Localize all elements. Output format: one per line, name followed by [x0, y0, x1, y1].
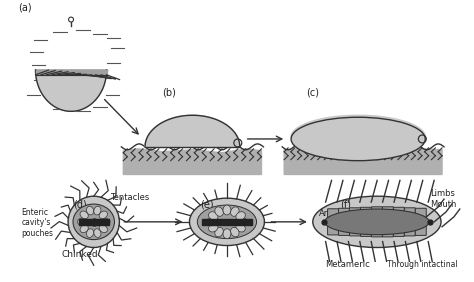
Text: Mouth: Mouth: [430, 200, 456, 209]
FancyBboxPatch shape: [349, 208, 361, 236]
Ellipse shape: [94, 206, 101, 215]
Ellipse shape: [206, 218, 216, 226]
Ellipse shape: [215, 227, 223, 237]
Text: Limbs: Limbs: [430, 189, 455, 198]
Polygon shape: [202, 219, 252, 225]
Ellipse shape: [190, 198, 264, 246]
Ellipse shape: [77, 218, 86, 225]
Text: Chinked: Chinked: [61, 250, 98, 259]
Ellipse shape: [236, 224, 246, 232]
FancyBboxPatch shape: [415, 208, 426, 235]
Ellipse shape: [231, 227, 239, 237]
Text: (a): (a): [18, 3, 31, 13]
Text: (b): (b): [162, 87, 176, 98]
Ellipse shape: [215, 207, 223, 216]
Ellipse shape: [223, 205, 231, 215]
Ellipse shape: [291, 117, 425, 161]
Circle shape: [69, 17, 73, 22]
FancyBboxPatch shape: [372, 207, 383, 237]
Ellipse shape: [94, 229, 101, 237]
Ellipse shape: [87, 206, 94, 215]
Polygon shape: [36, 70, 107, 111]
Text: Tentacles: Tentacles: [110, 193, 150, 202]
Ellipse shape: [99, 225, 108, 233]
Polygon shape: [145, 115, 240, 147]
Ellipse shape: [80, 225, 88, 233]
Ellipse shape: [197, 205, 256, 239]
Ellipse shape: [223, 229, 231, 239]
Ellipse shape: [236, 212, 246, 220]
Circle shape: [68, 196, 119, 248]
Ellipse shape: [80, 211, 88, 219]
Ellipse shape: [231, 207, 239, 216]
Text: Enteric
cavity's
pouches: Enteric cavity's pouches: [22, 208, 54, 238]
Polygon shape: [284, 148, 442, 175]
FancyBboxPatch shape: [404, 208, 415, 236]
FancyBboxPatch shape: [383, 207, 393, 237]
Text: (c): (c): [306, 87, 319, 98]
Ellipse shape: [209, 224, 218, 232]
FancyBboxPatch shape: [328, 209, 338, 235]
Ellipse shape: [73, 204, 114, 240]
Text: Anus: Anus: [319, 209, 339, 218]
Polygon shape: [291, 115, 425, 137]
Text: (d): (d): [73, 199, 87, 209]
Ellipse shape: [99, 211, 108, 219]
Ellipse shape: [87, 229, 94, 237]
Ellipse shape: [101, 218, 110, 225]
Text: Through intactinal: Through intactinal: [387, 260, 457, 269]
Ellipse shape: [313, 196, 441, 248]
Ellipse shape: [209, 212, 218, 220]
Ellipse shape: [325, 209, 429, 235]
Text: Metameric: Metameric: [326, 260, 370, 269]
Polygon shape: [79, 219, 109, 225]
FancyBboxPatch shape: [361, 207, 372, 236]
FancyBboxPatch shape: [393, 207, 404, 236]
Polygon shape: [36, 70, 107, 75]
FancyBboxPatch shape: [338, 208, 349, 235]
Ellipse shape: [238, 218, 247, 226]
Polygon shape: [123, 149, 262, 175]
Text: (e): (e): [201, 199, 214, 209]
Text: (f): (f): [340, 199, 351, 209]
Polygon shape: [145, 115, 240, 147]
